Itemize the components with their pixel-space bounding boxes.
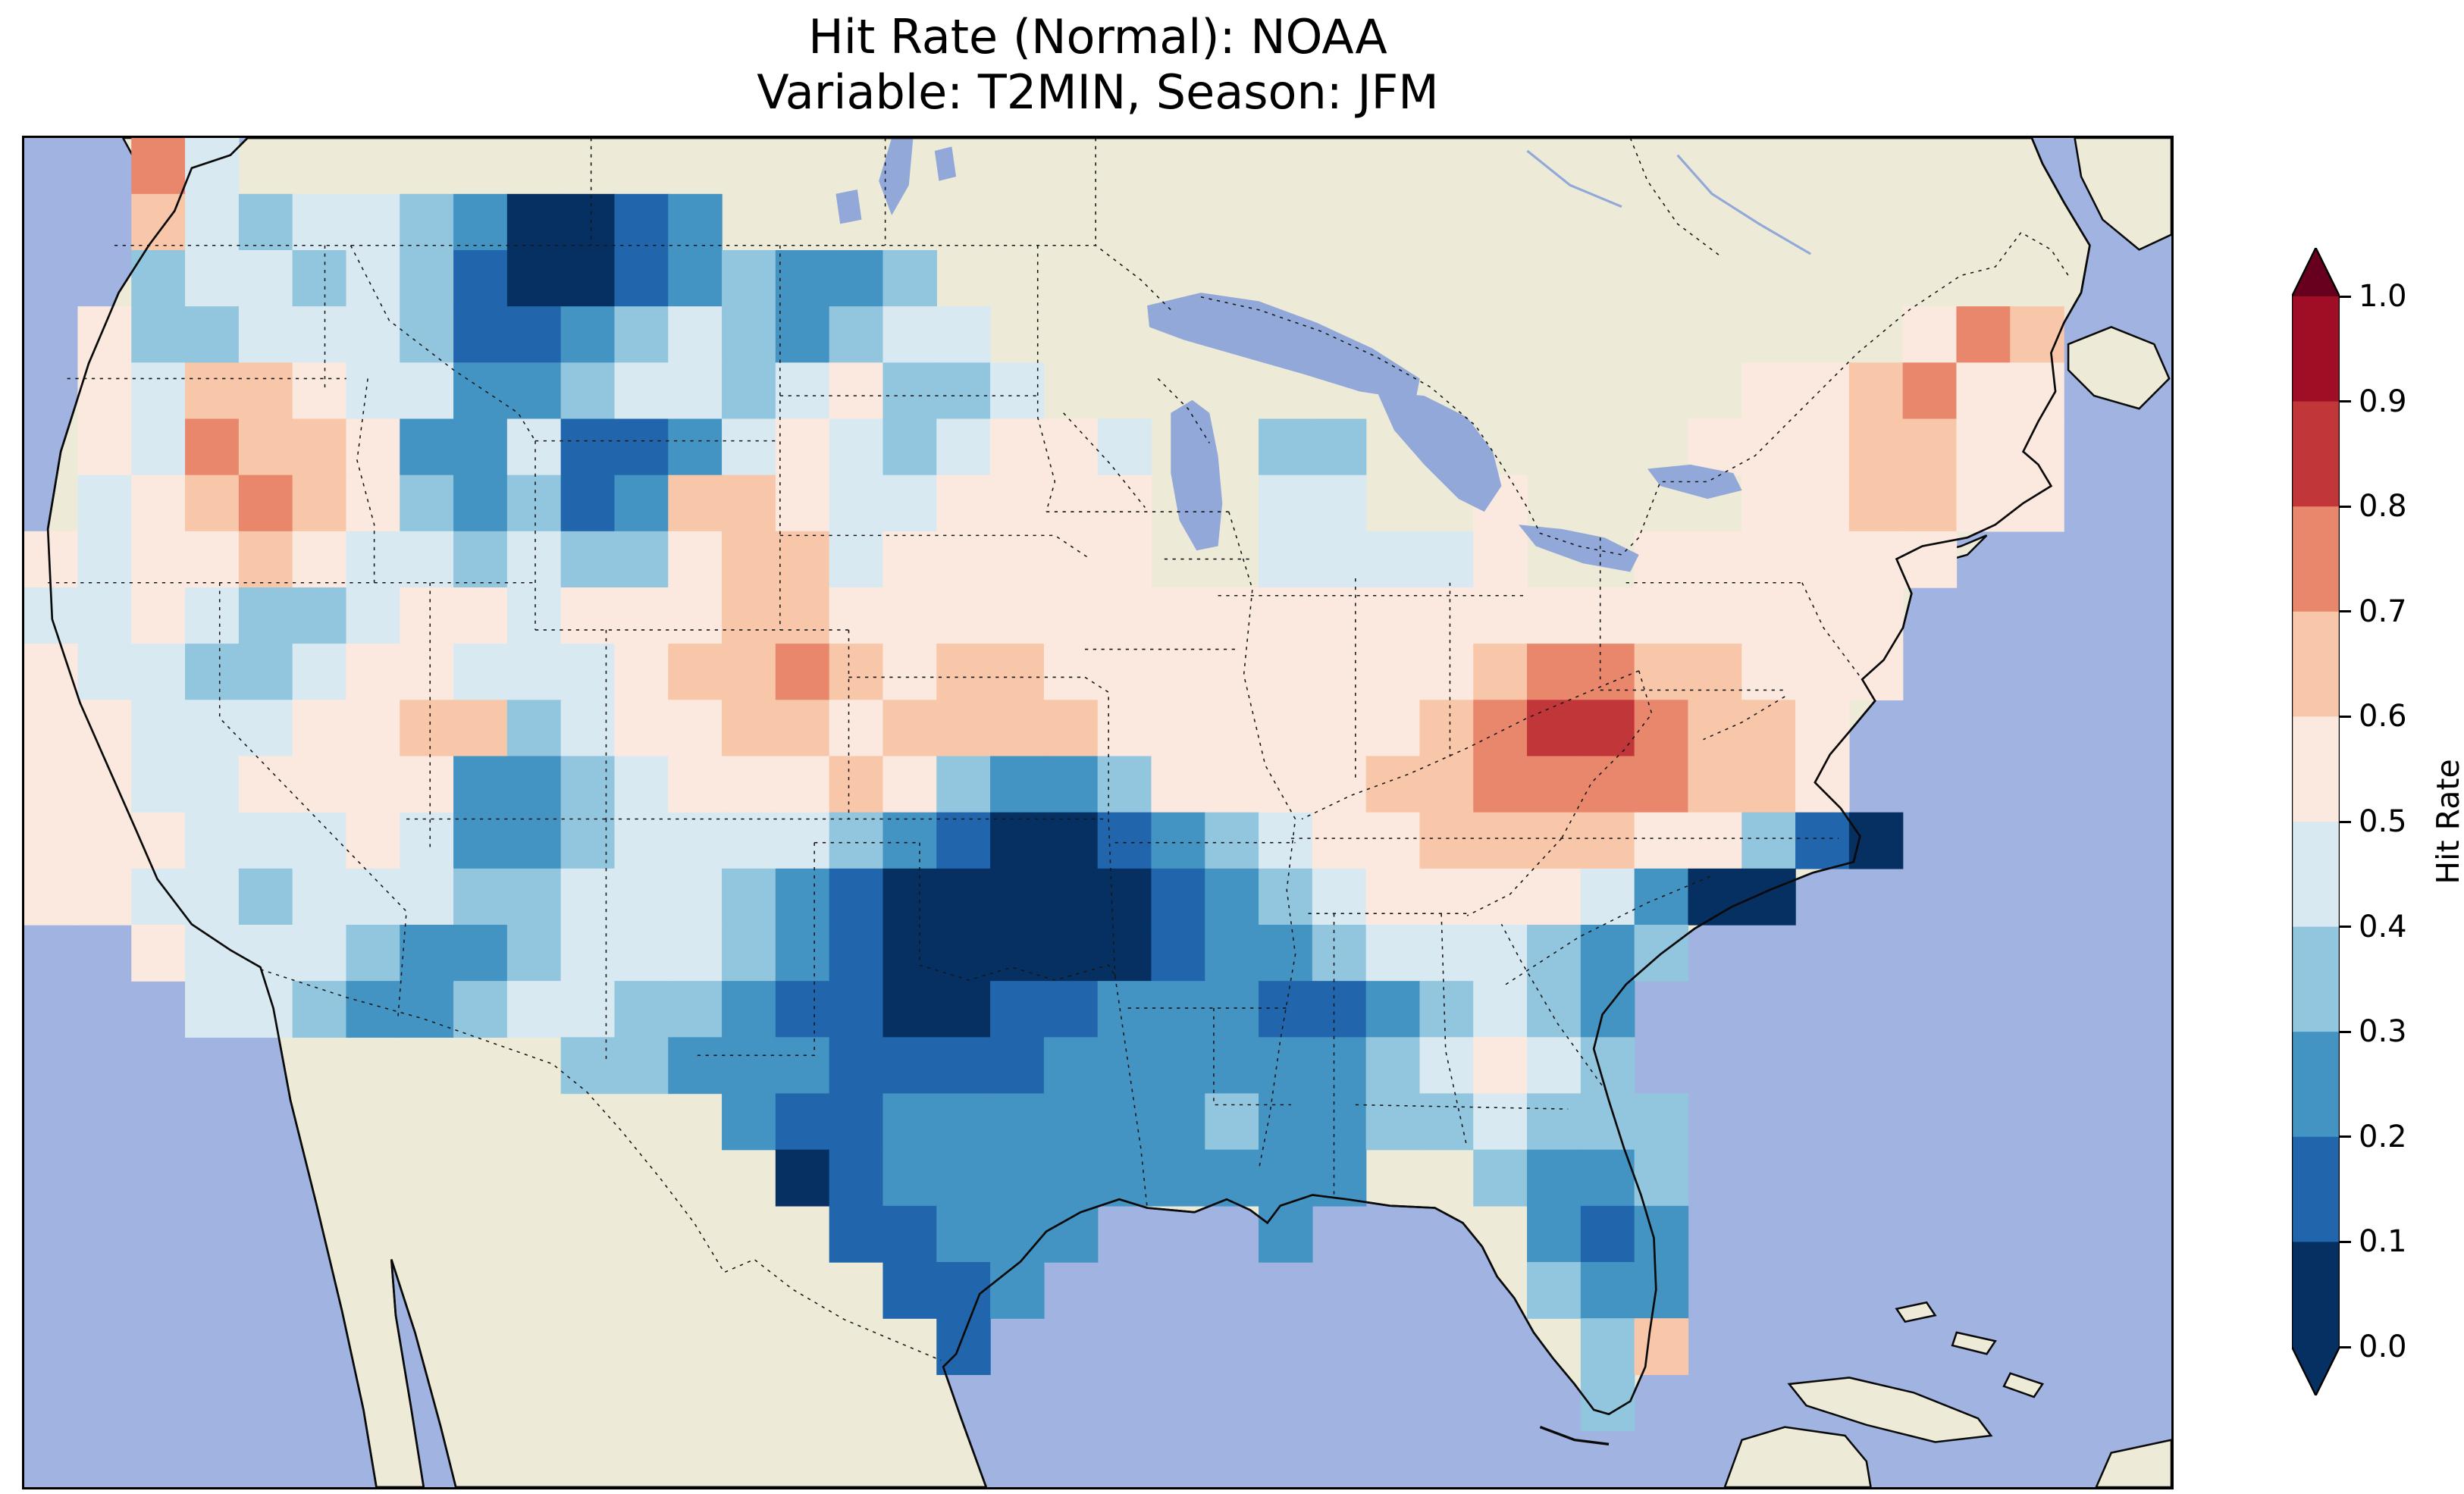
hit-rate-heatmap-layer <box>24 138 2064 1432</box>
us-mexico-border <box>260 969 942 1361</box>
coastline-overlay <box>46 138 2091 1487</box>
state-borders-west <box>48 245 1229 1208</box>
lakes-and-rivers <box>835 138 1812 572</box>
river-line <box>1676 154 1812 255</box>
lake-winnipeg <box>879 138 914 216</box>
colorbar-tick-label: 0.1 <box>2359 1224 2407 1260</box>
colorbar-tick-mark <box>2340 926 2351 929</box>
florida-keys <box>1539 1426 1610 1445</box>
figure-title-line2: Variable: T2MIN, Season: JFM <box>757 64 1439 121</box>
colorbar-tick-label: 0.3 <box>2359 1014 2407 1050</box>
colorbar-tick-label: 0.8 <box>2359 489 2407 525</box>
colorbar-tick-mark <box>2340 400 2351 403</box>
colorbar-tick-mark <box>2340 715 2351 718</box>
colorbar-gradient <box>2292 248 2340 1395</box>
figure-title-line1: Hit Rate (Normal): NOAA <box>808 9 1387 64</box>
lake-michigan <box>1171 399 1223 551</box>
colorbar: 1.0 0.9 0.8 0.7 0.6 0.5 0.4 0.3 0.2 0.1 0.0 Hit Ra… <box>2292 248 2464 1395</box>
colorbar-tick-mark <box>2340 1030 2351 1033</box>
colorbar-tick-label: 0.6 <box>2359 699 2407 734</box>
colorbar-tick-mark <box>2340 1240 2351 1243</box>
colorbar-tick-mark <box>2340 505 2351 508</box>
map-figure <box>24 138 2171 1487</box>
map-panel <box>22 136 2174 1489</box>
colorbar-tick-label: 1.0 <box>2359 279 2407 314</box>
colorbar-axis-label: Hit Rate <box>2430 759 2464 885</box>
political-borders <box>48 138 2069 1361</box>
lake-superior <box>1147 293 1420 400</box>
canada-small-lake <box>934 146 957 181</box>
lake-ontario <box>1647 464 1742 500</box>
colorbar-tick-mark <box>2340 820 2351 823</box>
colorbar-tick-mark <box>2340 1345 2351 1348</box>
lake-huron <box>1377 391 1502 512</box>
us-canada-border <box>114 231 2069 556</box>
canada-small-lake-2 <box>835 189 862 224</box>
colorbar-tick-label: 0.5 <box>2359 804 2407 839</box>
colorbar-tick-label: 0.2 <box>2359 1119 2407 1154</box>
colorbar-tick-mark <box>2340 295 2351 298</box>
colorbar-tick-label: 0.4 <box>2359 909 2407 944</box>
colorbar-tick-mark <box>2340 1135 2351 1139</box>
colorbar-tick-mark <box>2340 610 2351 613</box>
river-line-2 <box>1526 149 1622 208</box>
colorbar-tick-label: 0.7 <box>2359 594 2407 629</box>
state-borders-east <box>1063 377 1863 1195</box>
figure-title: Hit Rate (Normal): NOAA Variable: T2MIN,… <box>22 9 2174 120</box>
colorbar-tick-label: 0.9 <box>2359 384 2407 419</box>
colorbar-tick-label: 0.0 <box>2359 1330 2407 1364</box>
